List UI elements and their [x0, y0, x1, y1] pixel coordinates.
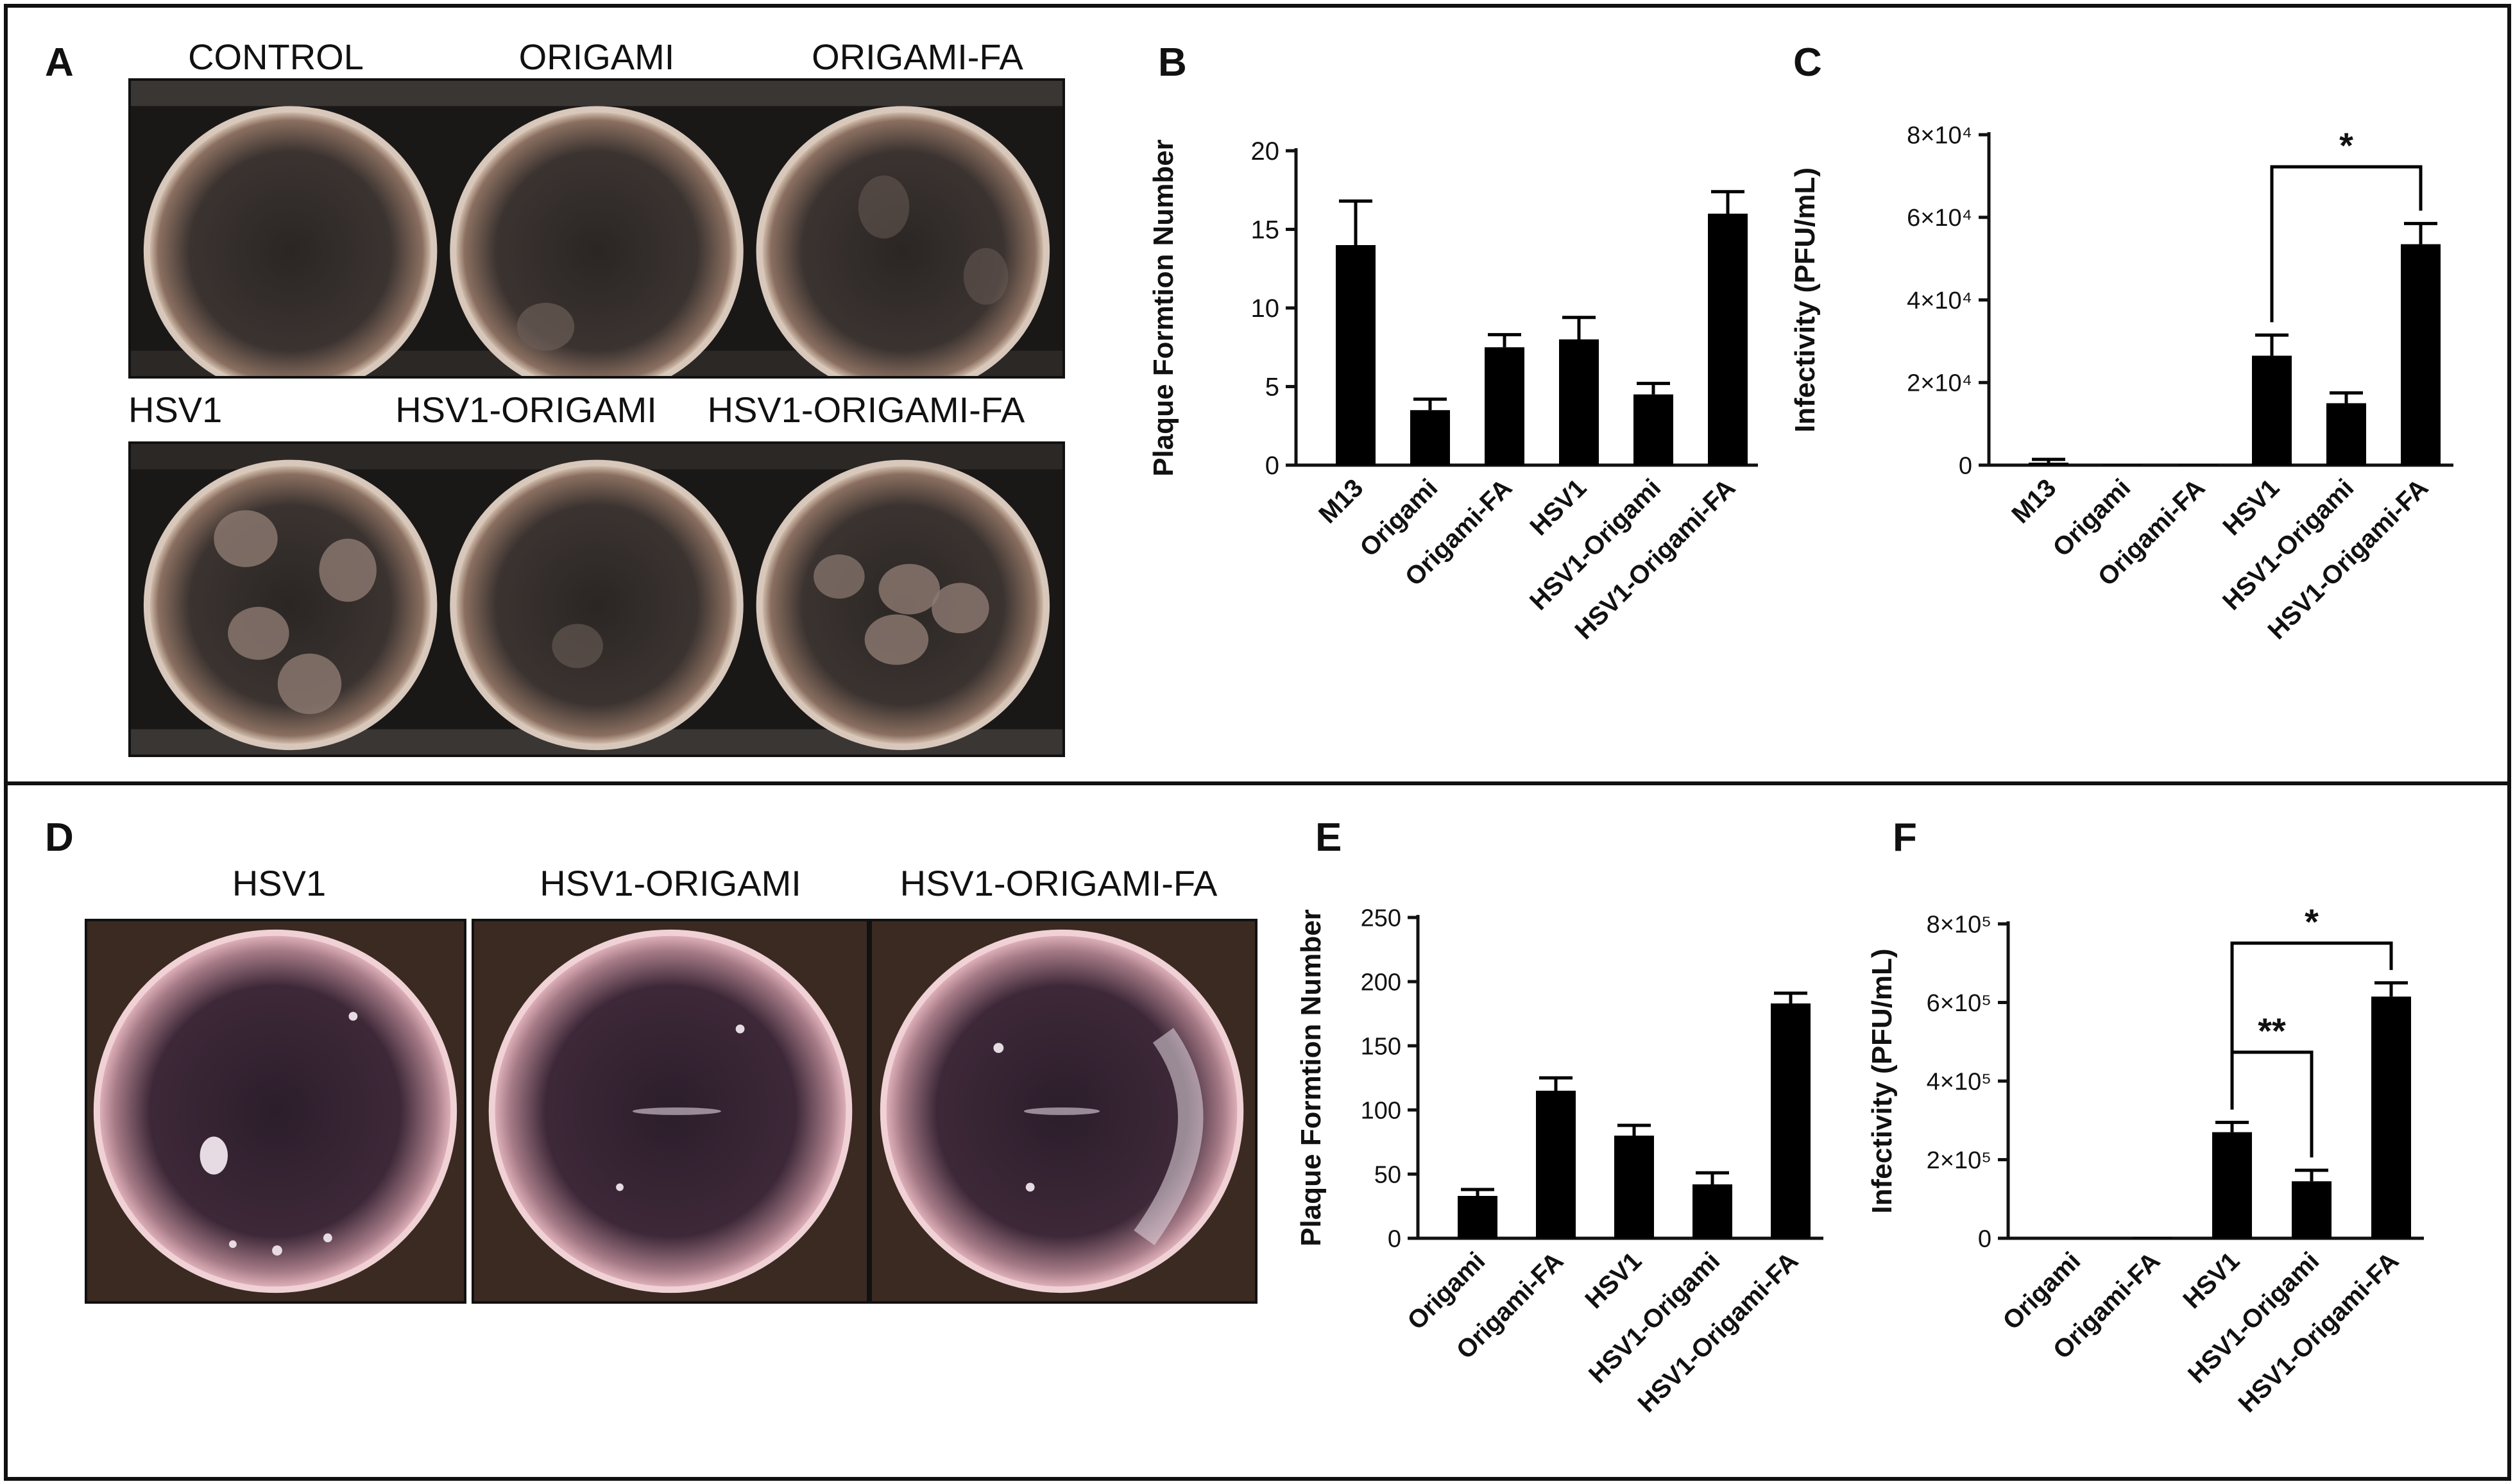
chart-c-bar [2252, 355, 2292, 465]
chart-f-ytick-label: 0 [1978, 1225, 1991, 1252]
well-label-hsv1: HSV1 [128, 389, 223, 430]
chart-f-bar [2292, 1181, 2332, 1238]
chart-f-ytick-label: 8×10⁵ [1927, 911, 1991, 938]
chart-c-ytick-label: 0 [1959, 452, 1972, 479]
panel-label-c: C [1793, 40, 1822, 85]
well-label-origami-fa: ORIGAMI-FA [812, 37, 1023, 77]
dish-photo-hsv1 [85, 919, 466, 1304]
chart-b-bar [1633, 394, 1673, 465]
chart-c-significance-bracket [2270, 165, 2423, 323]
chart-c-bar [2326, 403, 2366, 465]
chart-e-ytick-label: 100 [1361, 1097, 1401, 1124]
chart-e-category-label: HSV1-Origami [1583, 1247, 1725, 1388]
chart-b-bar [1559, 339, 1599, 465]
chart-c-ytick-label: 4×10⁴ [1907, 287, 1972, 314]
well-label-origami: ORIGAMI [518, 37, 675, 77]
chart-c-svg: 0 2×10⁴ 4×10⁴ 6×10⁴ 8×10⁴ Infectivity (PFU/mL… [1789, 122, 2453, 645]
chart-c-bar [2401, 244, 2441, 465]
chart-b-category-label: HSV1 [1524, 473, 1592, 541]
chart-b-ytick-label: 15 [1251, 216, 1280, 244]
chart-f-svg: 0 2×10⁵ 4×10⁵ 6×10⁵ 8×10⁵ Infectivity (PFU/mL… [1866, 901, 2424, 1418]
well-label-hsv1-origami: HSV1-ORIGAMI [395, 389, 657, 430]
chart-f-ytick-label: 2×10⁵ [1927, 1147, 1991, 1174]
dish-photo-hsv1-origami [472, 919, 869, 1304]
chart-c-ylabel: Infectivity (PFU/mL) [1789, 167, 1821, 432]
chart-c-ytick-label: 6×10⁴ [1907, 205, 1972, 232]
chart-f-category-label: HSV1 [2178, 1247, 2245, 1314]
chart-e-ytick-label: 0 [1388, 1225, 1401, 1252]
chart-e-bar [1692, 1184, 1732, 1238]
chart-e-category-label: HSV1 [1580, 1247, 1647, 1314]
chart-c: 0 2×10⁴ 4×10⁴ 6×10⁴ 8×10⁴ Infectivity (PFU/mL… [1784, 96, 2502, 738]
chart-b-ytick-label: 10 [1251, 294, 1280, 323]
chart-f-ytick-label: 4×10⁵ [1927, 1068, 1991, 1095]
well-plate-photo-top [128, 78, 1065, 379]
chart-f-significance-label: * [2305, 901, 2319, 942]
chart-f-significance-label: ** [2258, 1011, 2286, 1051]
chart-b-ytick-label: 20 [1251, 137, 1280, 166]
chart-f-ytick-label: 6×10⁵ [1927, 990, 1991, 1017]
panel-label-b: B [1158, 40, 1187, 85]
panel-label-f: F [1893, 815, 1917, 860]
chart-b-ytick-label: 0 [1265, 452, 1279, 480]
chart-c-ytick-label: 2×10⁴ [1907, 370, 1972, 397]
chart-f-bar [2212, 1132, 2252, 1238]
chart-b-bar [1336, 245, 1376, 465]
chart-e-ytick-label: 250 [1361, 905, 1401, 932]
chart-b-category-label: M13 [1313, 473, 1368, 529]
chart-c-significance-label: * [2339, 125, 2353, 166]
chart-e-ytick-label: 50 [1374, 1161, 1401, 1188]
dish-label-hsv1-origami: HSV1-ORIGAMI [540, 863, 801, 903]
chart-c-bar [2029, 463, 2068, 465]
chart-b-bar [1485, 347, 1524, 465]
well-plate-photo-bottom [128, 441, 1065, 757]
chart-e: 0 50 100 150 200 250 Plaque Formtion Number Ori… [1290, 873, 1867, 1476]
chart-f-ylabel: Infectivity (PFU/mL) [1866, 948, 1898, 1213]
chart-e-ytick-label: 200 [1361, 969, 1401, 996]
chart-f-bar [2133, 1237, 2172, 1238]
chart-e-ylabel: Plaque Formtion Number [1295, 909, 1327, 1247]
well-label-control: CONTROL [188, 37, 364, 77]
well-label-hsv1-origami-fa: HSV1-ORIGAMI-FA [707, 389, 1025, 430]
chart-b-ylabel: Plaque Formtion Number [1148, 139, 1179, 477]
chart-f: 0 2×10⁵ 4×10⁵ 6×10⁵ 8×10⁵ Infectivity (PFU/mL… [1861, 873, 2502, 1476]
chart-e-ytick-label: 150 [1361, 1033, 1401, 1060]
chart-e-bar [1458, 1196, 1497, 1238]
dish-photo-hsv1-origami-fa [869, 919, 1258, 1304]
chart-f-bar [2371, 996, 2411, 1238]
panel-label-d: D [45, 815, 74, 860]
chart-b-bar [1410, 410, 1450, 465]
chart-c-category-label: M13 [2006, 473, 2061, 529]
panel-label-e: E [1315, 815, 1342, 860]
chart-e-bar [1771, 1003, 1811, 1238]
chart-f-significance-bracket [2230, 941, 2393, 1110]
chart-e-bar [1536, 1091, 1576, 1238]
panel-label-a: A [45, 40, 74, 85]
dish-label-hsv1: HSV1 [232, 863, 327, 903]
bottom-panel-frame [4, 781, 2511, 1481]
chart-e-bar [1614, 1136, 1654, 1238]
chart-b-ytick-label: 5 [1265, 373, 1279, 402]
chart-c-category-label: HSV1 [2217, 473, 2285, 541]
chart-b: 0 5 10 15 20 Plaque Formtion Number M13 Origami… [1142, 96, 1758, 738]
chart-c-category-label: HSV1-Origami [2217, 473, 2359, 615]
chart-b-category-label: HSV1-Origami [1524, 473, 1666, 615]
dish-label-hsv1-origami-fa: HSV1-ORIGAMI-FA [899, 863, 1218, 903]
chart-c-ytick-label: 8×10⁴ [1907, 122, 1972, 149]
chart-b-bar [1708, 214, 1748, 465]
